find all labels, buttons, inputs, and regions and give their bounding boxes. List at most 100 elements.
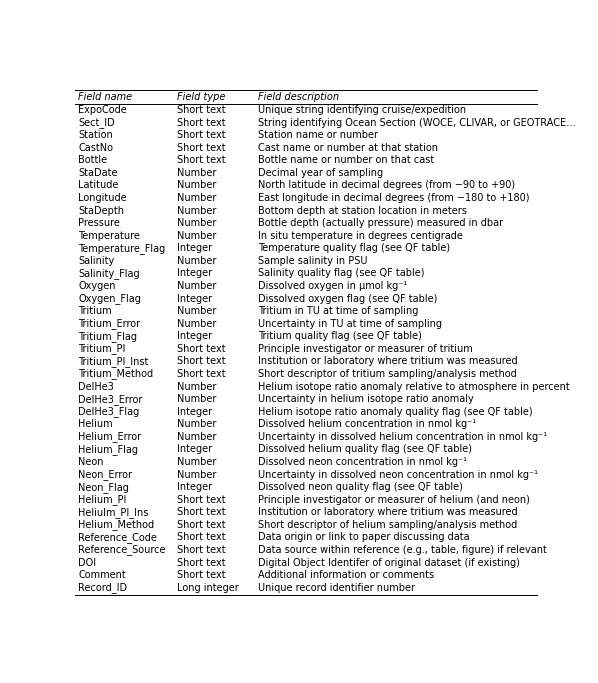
Text: Institution or laboratory where tritium was measured: Institution or laboratory where tritium … bbox=[258, 357, 517, 366]
Text: String identifying Ocean Section (WOCE, CLIVAR, or GEOTRACE…: String identifying Ocean Section (WOCE, … bbox=[258, 117, 576, 128]
Text: Data source within reference (e.g., table, figure) if relevant: Data source within reference (e.g., tabl… bbox=[258, 545, 547, 555]
Text: Short text: Short text bbox=[177, 369, 225, 379]
Text: Short text: Short text bbox=[177, 557, 225, 568]
Text: Integer: Integer bbox=[177, 243, 212, 253]
Text: Short text: Short text bbox=[177, 520, 225, 530]
Text: Tritium_Method: Tritium_Method bbox=[78, 369, 154, 379]
Text: Number: Number bbox=[177, 319, 216, 329]
Text: Tritium_Flag: Tritium_Flag bbox=[78, 331, 138, 342]
Text: Neon_Error: Neon_Error bbox=[78, 469, 133, 480]
Text: Cast name or number at that station: Cast name or number at that station bbox=[258, 143, 438, 153]
Text: Tritium quality flag (see QF table): Tritium quality flag (see QF table) bbox=[258, 331, 422, 342]
Text: Dissolved oxygen in μmol kg⁻¹: Dissolved oxygen in μmol kg⁻¹ bbox=[258, 281, 407, 291]
Text: Integer: Integer bbox=[177, 445, 212, 454]
Text: DelHe3_Flag: DelHe3_Flag bbox=[78, 406, 140, 417]
Text: Oxygen: Oxygen bbox=[78, 281, 116, 291]
Text: East longitude in decimal degrees (from −180 to +180): East longitude in decimal degrees (from … bbox=[258, 193, 529, 203]
Text: Short text: Short text bbox=[177, 545, 225, 555]
Text: StaDate: StaDate bbox=[78, 168, 118, 178]
Text: Digital Object Identifer of original dataset (if existing): Digital Object Identifer of original dat… bbox=[258, 557, 520, 568]
Text: Salinity quality flag (see QF table): Salinity quality flag (see QF table) bbox=[258, 268, 425, 279]
Text: Uncertainty in TU at time of sampling: Uncertainty in TU at time of sampling bbox=[258, 319, 442, 329]
Text: Number: Number bbox=[177, 469, 216, 479]
Text: Temperature_Flag: Temperature_Flag bbox=[78, 242, 166, 253]
Text: Short text: Short text bbox=[177, 143, 225, 153]
Text: Bottom depth at station location in meters: Bottom depth at station location in mete… bbox=[258, 206, 466, 216]
Text: Sample salinity in PSU: Sample salinity in PSU bbox=[258, 256, 367, 266]
Text: Short text: Short text bbox=[177, 357, 225, 366]
Text: Latitude: Latitude bbox=[78, 180, 119, 191]
Text: Field name: Field name bbox=[78, 92, 133, 102]
Text: Short text: Short text bbox=[177, 344, 225, 354]
Text: Neon: Neon bbox=[78, 457, 104, 467]
Text: Number: Number bbox=[177, 231, 216, 240]
Text: DelHe3_Error: DelHe3_Error bbox=[78, 393, 143, 404]
Text: Salinity_Flag: Salinity_Flag bbox=[78, 268, 140, 279]
Text: Field type: Field type bbox=[177, 92, 225, 102]
Text: Pressure: Pressure bbox=[78, 218, 120, 228]
Text: Salinity: Salinity bbox=[78, 256, 115, 266]
Text: Bottle: Bottle bbox=[78, 155, 108, 165]
Text: Number: Number bbox=[177, 256, 216, 266]
Text: Data origin or link to paper discussing data: Data origin or link to paper discussing … bbox=[258, 532, 469, 542]
Text: Number: Number bbox=[177, 193, 216, 203]
Text: North latitude in decimal degrees (from −90 to +90): North latitude in decimal degrees (from … bbox=[258, 180, 515, 191]
Text: Short text: Short text bbox=[177, 570, 225, 580]
Text: Dissolved helium quality flag (see QF table): Dissolved helium quality flag (see QF ta… bbox=[258, 445, 472, 454]
Text: Uncertainty in helium isotope ratio anomaly: Uncertainty in helium isotope ratio anom… bbox=[258, 394, 474, 404]
Text: Helium isotope ratio anomaly quality flag (see QF table): Helium isotope ratio anomaly quality fla… bbox=[258, 406, 532, 417]
Text: Short descriptor of helium sampling/analysis method: Short descriptor of helium sampling/anal… bbox=[258, 520, 517, 530]
Text: Principle investigator or measurer of tritium: Principle investigator or measurer of tr… bbox=[258, 344, 472, 354]
Text: Unique string identifying cruise/expedition: Unique string identifying cruise/expedit… bbox=[258, 105, 466, 115]
Text: Number: Number bbox=[177, 432, 216, 442]
Text: Uncertainty in dissolved neon concentration in nmol kg⁻¹: Uncertainty in dissolved neon concentrat… bbox=[258, 469, 538, 479]
Text: Short text: Short text bbox=[177, 130, 225, 140]
Text: Number: Number bbox=[177, 419, 216, 429]
Text: Helium_Error: Helium_Error bbox=[78, 432, 142, 443]
Text: Number: Number bbox=[177, 394, 216, 404]
Text: Number: Number bbox=[177, 206, 216, 216]
Text: Integer: Integer bbox=[177, 268, 212, 279]
Text: Neon_Flag: Neon_Flag bbox=[78, 482, 129, 492]
Text: Integer: Integer bbox=[177, 406, 212, 417]
Text: Tritium_PI: Tritium_PI bbox=[78, 344, 126, 354]
Text: DOI: DOI bbox=[78, 557, 97, 568]
Text: Short descriptor of tritium sampling/analysis method: Short descriptor of tritium sampling/ana… bbox=[258, 369, 517, 379]
Text: Dissolved oxygen flag (see QF table): Dissolved oxygen flag (see QF table) bbox=[258, 294, 437, 303]
Text: Reference_Source: Reference_Source bbox=[78, 544, 166, 555]
Text: Short text: Short text bbox=[177, 105, 225, 115]
Text: Dissolved neon quality flag (see QF table): Dissolved neon quality flag (see QF tabl… bbox=[258, 482, 463, 492]
Text: Helium isotope ratio anomaly relative to atmosphere in percent: Helium isotope ratio anomaly relative to… bbox=[258, 382, 569, 391]
Text: Uncertainty in dissolved helium concentration in nmol kg⁻¹: Uncertainty in dissolved helium concentr… bbox=[258, 432, 547, 442]
Text: Helium_PI: Helium_PI bbox=[78, 494, 127, 505]
Text: Record_ID: Record_ID bbox=[78, 582, 127, 593]
Text: DelHe3: DelHe3 bbox=[78, 382, 114, 391]
Text: Integer: Integer bbox=[177, 482, 212, 492]
Text: Tritium in TU at time of sampling: Tritium in TU at time of sampling bbox=[258, 306, 418, 316]
Text: Tritium_Error: Tritium_Error bbox=[78, 318, 141, 329]
Text: Integer: Integer bbox=[177, 294, 212, 303]
Text: Number: Number bbox=[177, 457, 216, 467]
Text: Number: Number bbox=[177, 306, 216, 316]
Text: Dissolved neon concentration in nmol kg⁻¹: Dissolved neon concentration in nmol kg⁻… bbox=[258, 457, 467, 467]
Text: In situ temperature in degrees centigrade: In situ temperature in degrees centigrad… bbox=[258, 231, 463, 240]
Text: Dissolved helium concentration in nmol kg⁻¹: Dissolved helium concentration in nmol k… bbox=[258, 419, 476, 429]
Text: Principle investigator or measurer of helium (and neon): Principle investigator or measurer of he… bbox=[258, 494, 530, 505]
Text: Longitude: Longitude bbox=[78, 193, 127, 203]
Text: StaDepth: StaDepth bbox=[78, 206, 124, 216]
Text: Reference_Code: Reference_Code bbox=[78, 532, 157, 543]
Text: Number: Number bbox=[177, 281, 216, 291]
Text: Oxygen_Flag: Oxygen_Flag bbox=[78, 293, 141, 304]
Text: Sect_ID: Sect_ID bbox=[78, 117, 115, 128]
Text: Tritium: Tritium bbox=[78, 306, 112, 316]
Text: Comment: Comment bbox=[78, 570, 126, 580]
Text: Short text: Short text bbox=[177, 117, 225, 128]
Text: Integer: Integer bbox=[177, 331, 212, 342]
Text: Helium: Helium bbox=[78, 419, 113, 429]
Text: Short text: Short text bbox=[177, 507, 225, 517]
Text: Short text: Short text bbox=[177, 494, 225, 505]
Text: Field description: Field description bbox=[258, 92, 339, 102]
Text: Institution or laboratory where tritium was measured: Institution or laboratory where tritium … bbox=[258, 507, 517, 517]
Text: Tritium_PI_Inst: Tritium_PI_Inst bbox=[78, 356, 149, 367]
Text: Short text: Short text bbox=[177, 532, 225, 542]
